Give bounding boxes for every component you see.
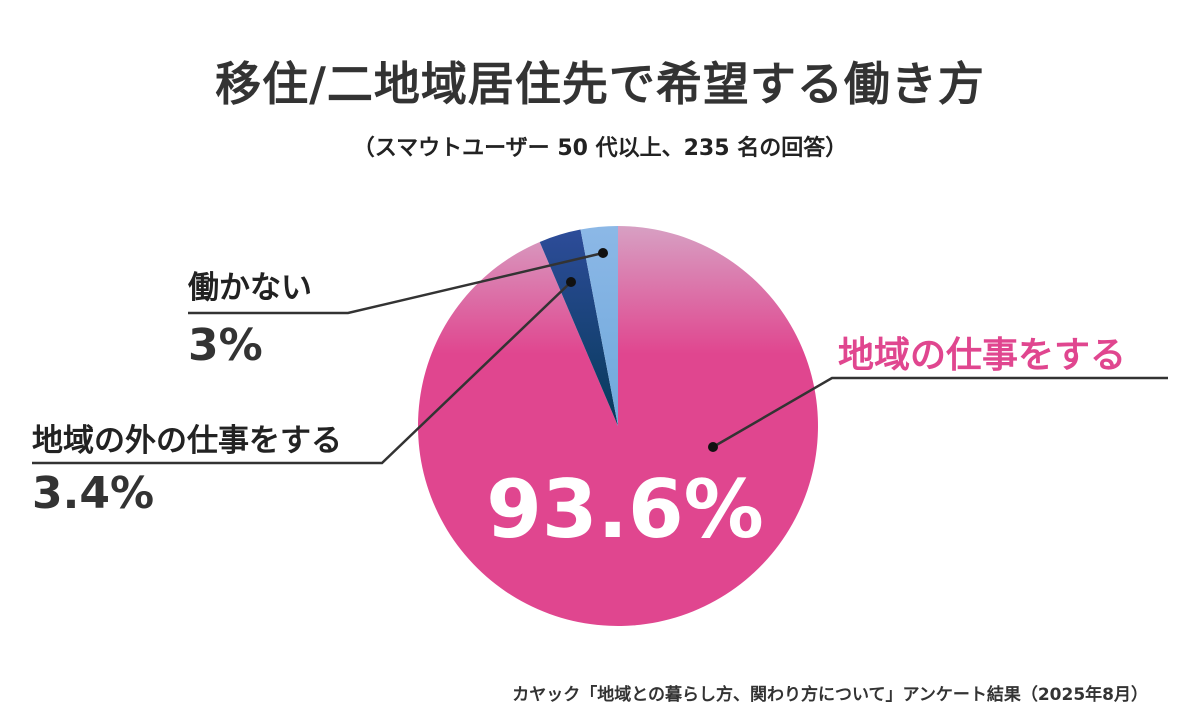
leader-line-none: [188, 251, 604, 315]
label-none-name: 働かない: [188, 270, 312, 306]
label-main-name: 地域の仕事をする: [838, 335, 1127, 376]
leader-dot-none: [598, 248, 608, 258]
pie-slice-outside-work: [539, 229, 618, 426]
chart-subtitle: （スマウトユーザー 50 代以上、235 名の回答）: [352, 136, 848, 161]
pie-value-label-main: 93.6%: [486, 463, 764, 556]
label-none-value: 3%: [188, 320, 263, 371]
label-outside-value: 3.4%: [32, 468, 155, 519]
leader-line-outside: [32, 281, 572, 465]
leader-dot-main: [708, 442, 718, 452]
label-outside-name: 地域の外の仕事をする: [32, 423, 342, 459]
chart-title: 移住/二地域居住先で希望する働き方: [215, 57, 985, 111]
leader-dot-outside: [566, 277, 576, 287]
leader-line-main: [712, 376, 1168, 449]
source-note: カヤック「地域との暮らし方、関わり方について」アンケート結果（2025年8月）: [512, 685, 1148, 705]
pie-slice-local-work: [417, 226, 818, 626]
pie-slice-no-work: [580, 226, 618, 426]
